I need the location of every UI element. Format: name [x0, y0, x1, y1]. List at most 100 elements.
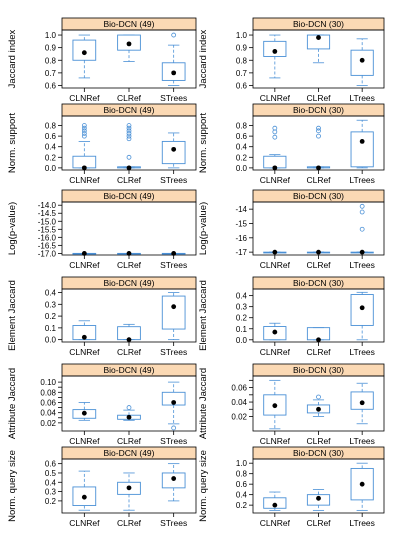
panel-r6c2-ytick-label: 0.6 — [236, 480, 248, 489]
panel-r1c2-box — [263, 40, 287, 57]
panel-r6c1-xtick-label: CLNRef — [69, 518, 100, 528]
panel-r4c2-median-point — [316, 337, 321, 343]
panel-r4c2-ylabel: Element Jaccard — [198, 280, 209, 351]
panel-r1c2-xtick-label: CLNRef — [260, 93, 291, 103]
panel-r1c2-median-point — [359, 57, 365, 63]
panel-r3c1-xtick-label: CLRef — [117, 260, 142, 270]
panel-r5c1-ylabel: Attribute Jaccard — [7, 368, 18, 439]
panel-r2c1-ytick-label: 0.8 — [45, 122, 57, 131]
panel-r6c1-title: Bio-DCN (49) — [103, 448, 154, 458]
panel-r5c2-outlier-point — [316, 394, 321, 400]
panel-r2c2-outlier-point — [316, 128, 321, 134]
panel-r1c1-median-point — [126, 41, 132, 47]
panel-r2c1-outlier-point — [126, 131, 132, 136]
panel-r2c1-title: Bio-DCN (49) — [103, 105, 154, 115]
panel-r2c2-xtick-label: LTrees — [349, 175, 375, 185]
panel-r4c2-median-point — [359, 305, 365, 311]
panel-r3c1-median-point — [81, 250, 87, 256]
panel-r2c1-outlier-point — [126, 125, 132, 131]
panel-r3c2-outlier-point — [359, 203, 365, 209]
panel-r2c2-ytick-label: 0.2 — [236, 153, 248, 162]
panel-r4c2-ytick-label: 0.4 — [236, 292, 248, 301]
panel-r3c1-ytick-label: -14.5 — [38, 209, 57, 218]
panel-r5c1-median-point — [81, 410, 87, 416]
panel-r2c1-outlier-point — [81, 128, 87, 134]
panel-r6c1-box — [161, 472, 186, 489]
panel-r6c2-xtick-label: LTrees — [349, 518, 375, 528]
panel-r5c2-xtick-label: LTrees — [349, 436, 375, 446]
panel-r5c2-median-point — [272, 403, 278, 409]
panel-r2c2-title: Bio-DCN (30) — [293, 105, 344, 115]
panel-r5c1-xtick-label: CLNRef — [69, 436, 100, 446]
panel-r5c2-ytick-label: 0.04 — [231, 398, 247, 407]
panel-r5c1-xtick-label: CLRef — [117, 436, 142, 446]
panel-r2c2-ylabel: Norm. support — [198, 113, 209, 174]
panel-r4c2-xtick-label: LTrees — [349, 347, 375, 357]
panel-r5c1-xtick-label: STrees — [160, 436, 187, 446]
panel-r3c2-xtick-label: CLRef — [306, 260, 331, 270]
panel-r2c1-outlier-point — [81, 123, 87, 128]
panel-r5c2-ylabel: Attribute Jaccard — [198, 368, 209, 439]
panel-r6c1-median-point — [81, 494, 87, 500]
panel-r4c2-median-point — [272, 329, 278, 335]
panel-r3c1-ylabel: Log(p-value) — [7, 202, 18, 255]
panel-r3c2-median-point — [316, 249, 321, 255]
panel-r1c1-frame — [61, 29, 197, 89]
panel-r6c1-box — [117, 481, 141, 495]
panel-r6c1-median-point — [171, 476, 177, 481]
panel-r4c1-box — [161, 295, 186, 330]
panel-r6c2-box — [350, 467, 374, 501]
panel-r4c1-median-point — [81, 334, 87, 340]
panel-r4c2-frame — [252, 288, 385, 343]
panel-r1c2-ytick-label: 0.9 — [236, 44, 248, 53]
panel-r5c2-ytick-label: 0.02 — [231, 413, 247, 422]
panel-r6c2-box — [263, 497, 287, 509]
panel-r2c2-ytick-label: 0.0 — [236, 164, 248, 173]
panel-r1c2-xtick-label: CLRef — [306, 93, 331, 103]
panel-r1c2-box — [306, 34, 331, 50]
panel-r2c1-ytick-label: 0.0 — [45, 164, 57, 173]
panel-r2c2-outlier-point — [272, 125, 278, 131]
panel-r2c1-median-point — [81, 165, 87, 171]
panel-r4c2-ytick-label: 0.0 — [236, 336, 248, 345]
panel-r1c1-xtick-label: STrees — [160, 93, 187, 103]
panel-r6c1-xtick-label: STrees — [160, 518, 187, 528]
panel-r4c1-frame — [61, 288, 197, 343]
panel-r2c2-outlier-point — [272, 134, 278, 140]
panel-r1c1-ytick-label: 0.9 — [45, 44, 57, 53]
panel-r5c1-median-point — [126, 414, 132, 420]
panel-r1c1-xtick-label: CLNRef — [69, 93, 100, 103]
panel-r2c1-xtick-label: CLRef — [117, 175, 142, 185]
panel-r6c2-median-point — [359, 481, 365, 487]
panel-r3c2-title: Bio-DCN (30) — [293, 191, 344, 201]
panel-r4c2-title: Bio-DCN (30) — [293, 278, 344, 288]
panel-r2c1-outlier-point — [126, 123, 132, 128]
panel-r5c2-title: Bio-DCN (30) — [293, 365, 344, 375]
panel-r3c2-median-point — [272, 249, 278, 255]
panel-r4c1-title: Bio-DCN (49) — [103, 278, 154, 288]
panel-r2c1-median-point — [171, 146, 177, 152]
panel-r1c1-outlier-point — [171, 32, 177, 38]
panel-r6c1-ytick-label: 0.2 — [45, 497, 57, 506]
panel-r3c1-ytick-label: -16.5 — [38, 241, 57, 250]
panel-r6c2-ylabel: Norm. query size — [198, 450, 209, 522]
panel-r6c1-ylabel: Norm. query size — [7, 450, 18, 522]
panel-r2c2-ytick-label: 0.8 — [236, 122, 248, 131]
panel-r4c1-median-point — [126, 337, 132, 343]
panel-r1c1-ytick-label: 0.8 — [45, 56, 57, 65]
panel-r4c2-xtick-label: CLNRef — [260, 347, 291, 357]
panel-r2c1-median-point — [126, 165, 132, 171]
panel-r1c1-median-point — [81, 50, 87, 56]
panel-r1c2-title: Bio-DCN (30) — [293, 19, 344, 29]
panel-r4c2-box — [263, 326, 287, 341]
panel-r3c1-ytick-label: -15.5 — [38, 225, 57, 234]
panel-r2c2-median-point — [316, 165, 321, 171]
panel-r6c1-ytick-label: 0.4 — [45, 478, 57, 487]
panel-r2c1-ylabel: Norm. support — [7, 113, 18, 174]
panel-r2c2-xtick-label: CLNRef — [260, 175, 291, 185]
panel-r3c2-ylabel: Log(p-value) — [198, 202, 209, 255]
panel-r1c2-median-point — [272, 49, 278, 54]
panel-r5c1-box — [72, 409, 97, 419]
panel-r3c2-ytick-label: -17 — [235, 248, 247, 257]
panel-r4c1-ylabel: Element Jaccard — [7, 280, 18, 351]
